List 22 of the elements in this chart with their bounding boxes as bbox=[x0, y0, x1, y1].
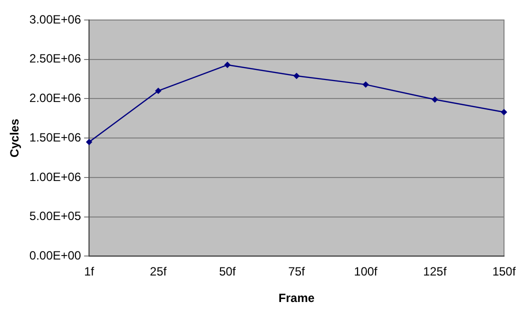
point bbox=[432, 96, 438, 103]
y-tick-label: 1.00E+06 bbox=[29, 170, 82, 184]
y-tick-label: 2.00E+06 bbox=[29, 91, 82, 106]
point bbox=[362, 81, 369, 88]
y-tick-label: 0.00E+00 bbox=[29, 248, 82, 263]
y-tick-label: 3.00E+06 bbox=[29, 12, 82, 26]
x-tick-label: 125f bbox=[423, 264, 448, 279]
x-axis-title: Frame bbox=[278, 291, 315, 306]
x-tick-label: 25f bbox=[150, 264, 168, 279]
y-axis-title: Cycles bbox=[8, 118, 22, 158]
y-tick-label: 1.50E+06 bbox=[29, 130, 82, 144]
x-tick-label: 100f bbox=[354, 264, 378, 279]
point bbox=[224, 62, 231, 68]
y-tick-label: 5.00E+05 bbox=[29, 209, 82, 224]
y-tick-label: 2.50E+06 bbox=[29, 52, 82, 66]
x-tick-label: 50f bbox=[219, 264, 236, 279]
x-tick-label: 150f bbox=[492, 264, 516, 279]
point bbox=[500, 108, 508, 116]
x-tick-label: 75f bbox=[288, 264, 306, 279]
point bbox=[293, 72, 300, 80]
point bbox=[155, 88, 162, 94]
x-tick-label: 1f bbox=[84, 264, 95, 279]
